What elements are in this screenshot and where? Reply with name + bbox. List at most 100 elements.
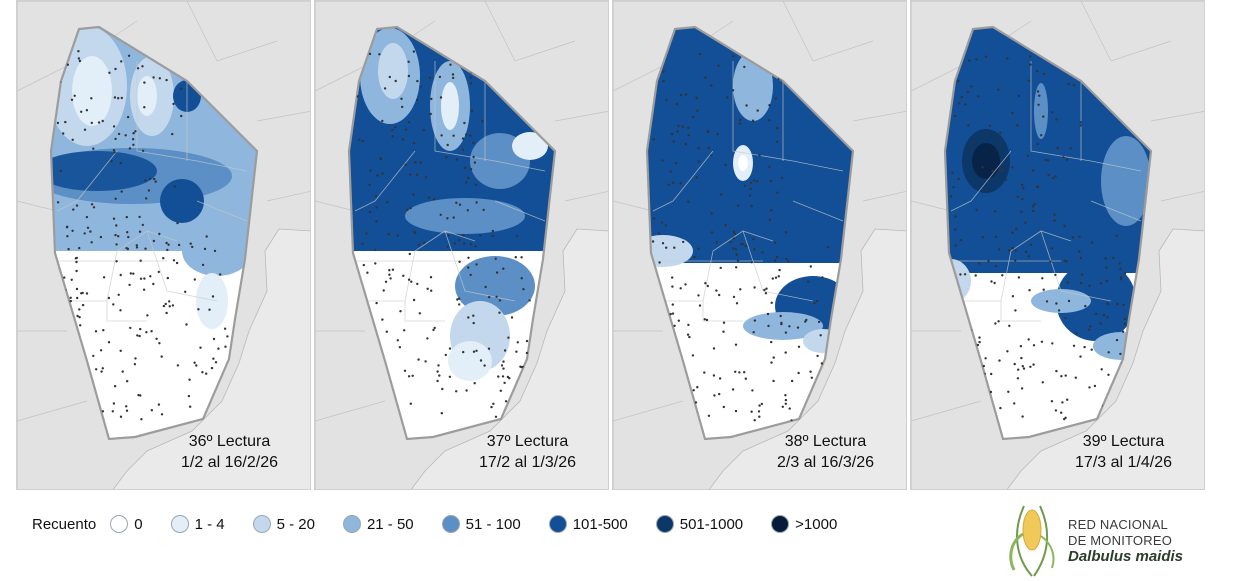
monitoring-point <box>503 349 507 352</box>
monitoring-point <box>429 276 433 279</box>
monitoring-point <box>1089 325 1092 328</box>
monitoring-point <box>205 372 208 375</box>
monitoring-point <box>1088 284 1091 288</box>
monitoring-point <box>139 327 142 331</box>
monitoring-point <box>469 168 473 171</box>
monitoring-point <box>158 342 161 345</box>
monitoring-point <box>1105 279 1108 283</box>
monitoring-point <box>211 295 215 298</box>
monitoring-point <box>1036 142 1039 146</box>
monitoring-point <box>1043 72 1046 76</box>
monitoring-point <box>184 290 187 293</box>
monitoring-point <box>971 141 975 144</box>
monitoring-point <box>141 223 144 227</box>
monitoring-point <box>1029 243 1033 246</box>
monitoring-point <box>719 266 722 270</box>
monitoring-point <box>743 65 746 69</box>
monitoring-point <box>739 122 742 125</box>
monitoring-point <box>134 130 137 133</box>
monitoring-point <box>780 176 784 179</box>
monitoring-point <box>1079 355 1082 358</box>
monitoring-point <box>162 257 165 260</box>
monitoring-point <box>64 120 67 124</box>
monitoring-point <box>143 81 146 84</box>
monitoring-point <box>1119 278 1123 281</box>
monitoring-point <box>1040 134 1043 137</box>
monitoring-point <box>424 176 428 179</box>
monitoring-point <box>970 85 973 88</box>
monitoring-point <box>388 269 391 272</box>
monitoring-point <box>195 364 198 367</box>
monitoring-point <box>804 320 807 323</box>
internal-borders <box>56 61 248 322</box>
monitoring-point <box>1099 282 1103 285</box>
monitoring-point <box>101 410 105 413</box>
monitoring-point <box>695 176 698 179</box>
monitoring-point <box>120 190 123 193</box>
monitoring-point <box>732 295 736 299</box>
monitoring-point <box>108 71 111 75</box>
monitoring-point <box>128 147 132 150</box>
monitoring-point <box>475 349 478 352</box>
monitoring-point <box>472 350 476 353</box>
monitoring-point <box>687 323 690 327</box>
monitoring-point <box>129 272 132 275</box>
monitoring-point <box>401 105 404 109</box>
monitoring-point <box>738 371 741 374</box>
monitoring-point <box>474 183 477 187</box>
monitoring-point <box>173 185 176 188</box>
density-zone <box>1056 261 1136 341</box>
monitoring-point <box>687 126 690 130</box>
monitoring-point <box>396 234 399 237</box>
monitoring-point <box>710 212 713 215</box>
monitoring-point <box>1027 255 1031 258</box>
monitoring-point <box>749 181 753 185</box>
monitoring-point <box>1115 338 1119 342</box>
monitoring-point <box>388 273 391 276</box>
monitoring-point <box>125 409 129 412</box>
monitoring-point <box>469 76 472 79</box>
monitoring-point <box>69 299 72 303</box>
monitoring-point <box>83 128 87 131</box>
monitoring-point <box>119 273 122 277</box>
monitoring-point <box>1123 322 1127 325</box>
monitoring-point <box>158 77 161 80</box>
monitoring-point <box>369 169 372 172</box>
internal-borders <box>950 61 1142 322</box>
monitoring-point <box>770 340 773 344</box>
monitoring-point <box>784 398 788 402</box>
monitoring-point <box>433 326 436 330</box>
monitoring-point <box>462 234 465 237</box>
monitoring-point <box>112 402 116 405</box>
legend-swatch <box>441 515 460 533</box>
monitoring-point <box>205 235 208 238</box>
monitoring-point <box>499 389 502 392</box>
monitoring-point <box>398 346 402 349</box>
monitoring-point <box>132 272 135 275</box>
monitoring-point <box>756 180 759 183</box>
monitoring-point <box>770 361 773 364</box>
monitoring-point <box>671 312 675 315</box>
monitoring-point <box>993 281 996 285</box>
monitoring-point <box>1037 103 1040 107</box>
monitoring-point <box>1057 309 1061 312</box>
monitoring-point <box>1080 273 1084 276</box>
monitoring-point <box>127 54 131 57</box>
monitoring-point <box>462 350 465 354</box>
monitoring-point <box>671 276 674 279</box>
monitoring-point <box>461 137 465 140</box>
legend-label: 21 - 50 <box>366 515 414 533</box>
monitoring-point <box>817 320 821 324</box>
monitoring-point <box>412 193 415 196</box>
monitoring-point <box>75 204 79 207</box>
logo: RED NACIONAL DE MONITOREO Dalbulus maidi… <box>1002 498 1232 578</box>
monitoring-point <box>809 265 812 268</box>
monitoring-point <box>745 104 748 107</box>
internal-borders <box>652 61 844 322</box>
monitoring-point <box>494 257 497 260</box>
reading-label: 37º Lectura <box>486 433 569 450</box>
legend-swatch <box>252 515 271 533</box>
monitoring-point <box>736 259 740 262</box>
monitoring-point <box>166 248 169 252</box>
monitoring-point <box>436 379 439 383</box>
